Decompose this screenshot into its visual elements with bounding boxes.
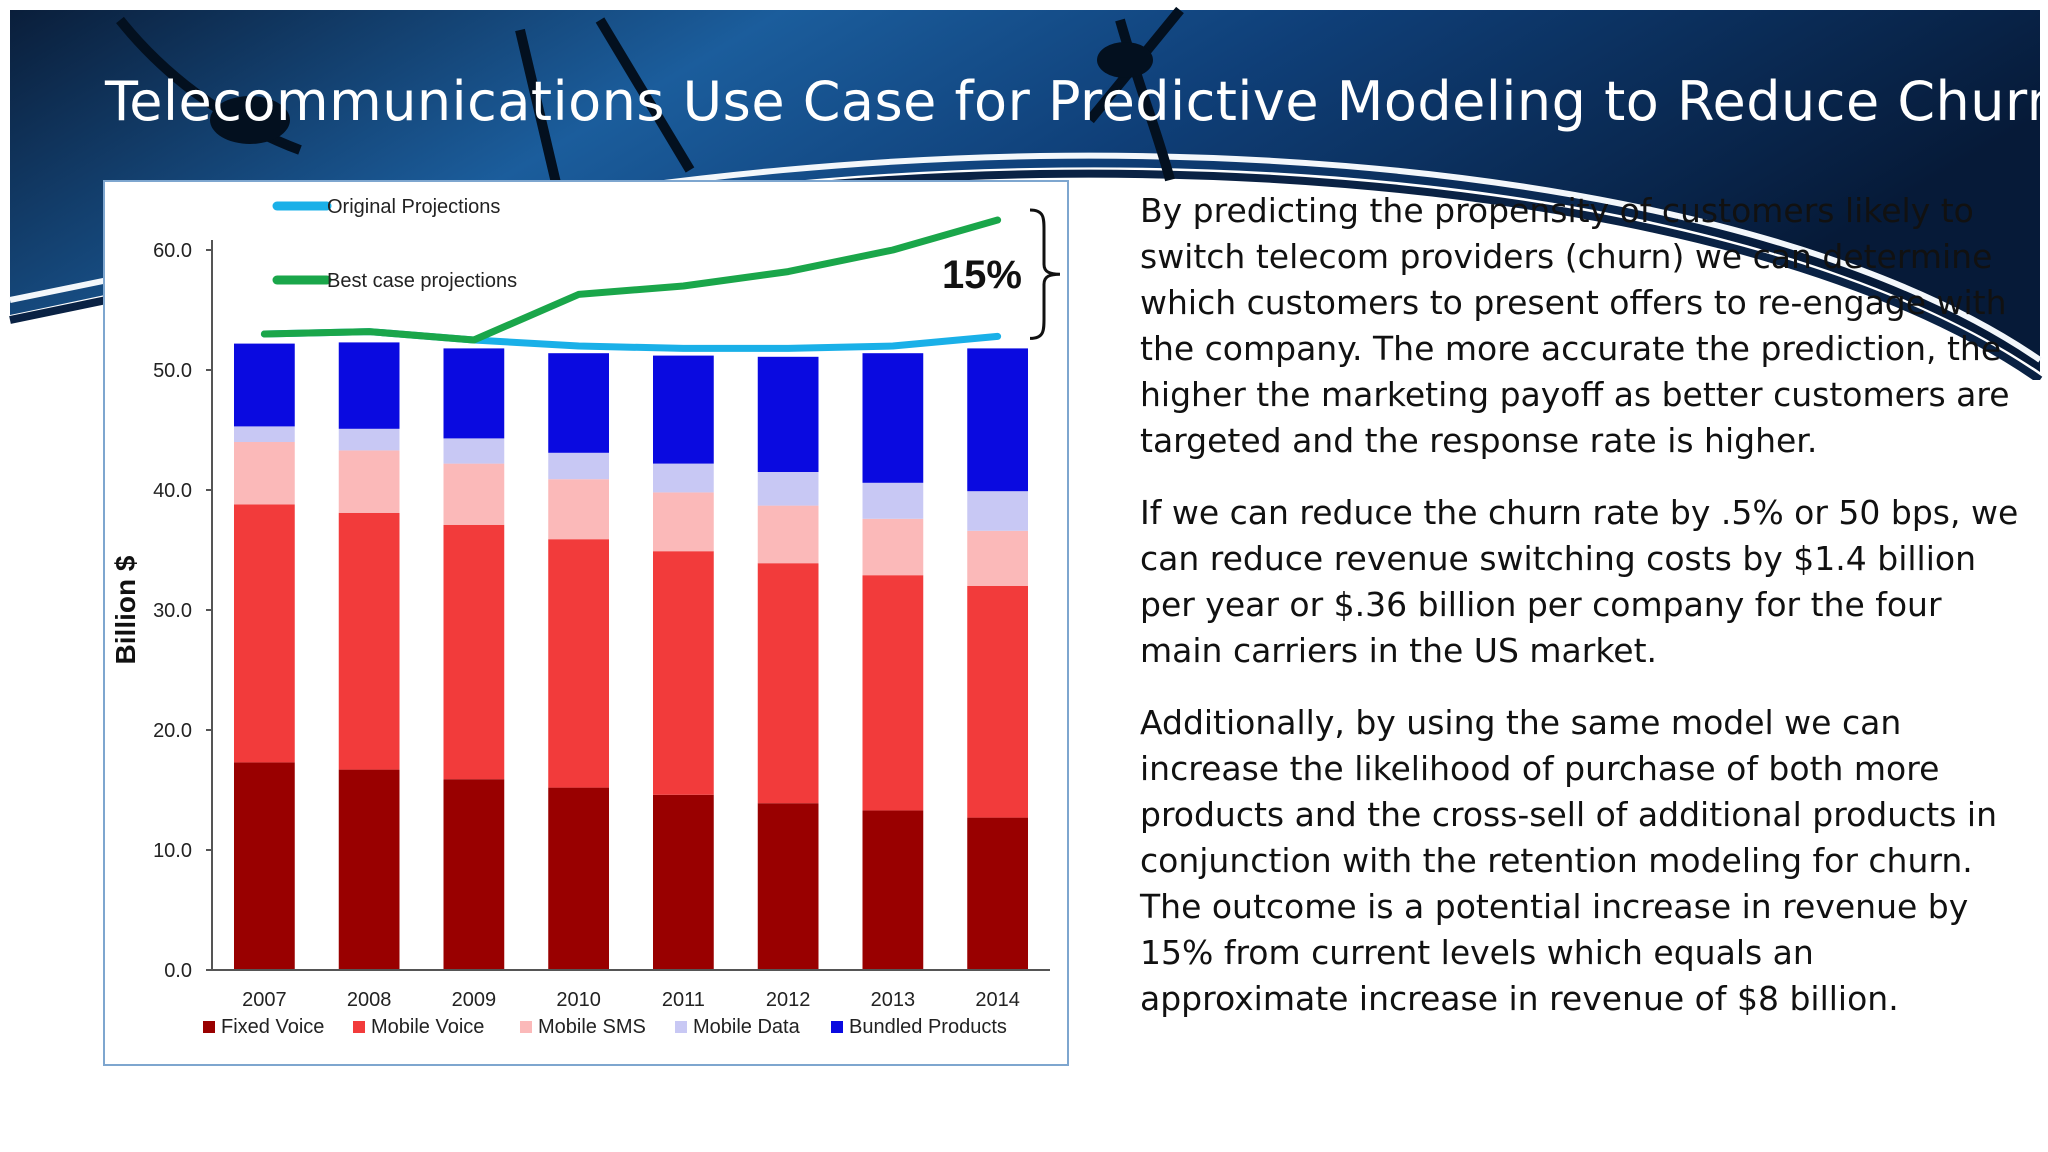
bar-mobile-data-2013 (862, 482, 924, 519)
bar-bundled-products-2011 (652, 355, 714, 464)
legend-swatch (203, 1021, 215, 1033)
bar-mobile-voice-2011 (652, 551, 714, 795)
bar-bundled-products-2014 (967, 348, 1029, 492)
legend-label: Fixed Voice (221, 1016, 324, 1038)
bar-mobile-sms-2009 (443, 463, 505, 525)
x-tick-label: 2009 (452, 989, 497, 1011)
bar-fixed-voice-2008 (338, 769, 400, 970)
x-tick-label: 2011 (662, 989, 705, 1011)
bar-bundled-products-2009 (443, 348, 505, 439)
legend-label: Mobile Voice (371, 1016, 484, 1038)
bar-bundled-products-2007 (233, 343, 295, 427)
revenue-chart: 0.0 10.0 20.0 30.0 40.0 50.0 60.0 Billion $ 2007… (110, 196, 1061, 1038)
bar-fixed-voice-2014 (967, 817, 1029, 970)
brace-bracket (1029, 208, 1061, 340)
legend-label: Mobile SMS (538, 1016, 646, 1038)
bar-bundled-products-2010 (548, 353, 610, 453)
bar-mobile-data-2010 (548, 452, 610, 480)
x-tick-label: 2007 (242, 989, 287, 1011)
chart-panel: 0.0 10.0 20.0 30.0 40.0 50.0 60.0 Billion $ 2007… (103, 180, 1069, 1066)
bar-mobile-sms-2011 (652, 492, 714, 552)
growth-annotation: 15% (942, 253, 1022, 297)
y-axis-title: Billion $ (110, 555, 141, 664)
body-text: By predicting the propensity of customer… (1140, 188, 2020, 1048)
legend-label-line: Best case projections (327, 270, 517, 292)
y-tick-label: 20.0 (153, 720, 192, 742)
bar-mobile-voice-2010 (548, 539, 610, 788)
bar-mobile-data-2007 (233, 426, 295, 442)
y-tick-label: 30.0 (153, 600, 192, 622)
bar-mobile-data-2011 (652, 463, 714, 493)
bar-mobile-data-2008 (338, 428, 400, 451)
bar-mobile-voice-2009 (443, 524, 505, 780)
bar-mobile-sms-2014 (967, 530, 1029, 586)
legend-label: Mobile Data (693, 1016, 801, 1038)
bar-mobile-voice-2008 (338, 512, 400, 770)
bar-mobile-data-2012 (757, 472, 819, 506)
bar-mobile-voice-2012 (757, 563, 819, 804)
bar-mobile-voice-2007 (233, 504, 295, 763)
legend-swatch (353, 1021, 365, 1033)
bar-fixed-voice-2007 (233, 762, 295, 970)
slide-title: Telecommunications Use Case for Predicti… (105, 70, 2048, 133)
legend-swatch (675, 1021, 687, 1033)
bar-bundled-products-2012 (757, 356, 819, 472)
x-tick-label: 2010 (556, 989, 601, 1011)
bar-mobile-data-2009 (443, 438, 505, 464)
bar-fixed-voice-2011 (652, 794, 714, 970)
x-tick-label: 2012 (766, 989, 811, 1011)
bar-mobile-sms-2012 (757, 505, 819, 564)
bar-mobile-sms-2013 (862, 518, 924, 576)
bar-bundled-products-2013 (862, 353, 924, 483)
bar-fixed-voice-2009 (443, 779, 505, 970)
bar-mobile-sms-2007 (233, 442, 295, 505)
bar-mobile-voice-2013 (862, 575, 924, 811)
x-tick-label: 2013 (871, 989, 916, 1011)
paragraph-churn-savings: If we can reduce the churn rate by .5% o… (1140, 493, 2019, 670)
bar-mobile-data-2014 (967, 491, 1029, 531)
line-best-case-projections (260, 216, 1002, 344)
x-tick-label: 2014 (975, 989, 1020, 1011)
paragraph-revenue-increase: Additionally, by using the same model we… (1140, 703, 1997, 1018)
y-tick-label: 0.0 (164, 960, 192, 982)
bar-fixed-voice-2012 (757, 803, 819, 970)
bar-mobile-voice-2014 (967, 586, 1029, 818)
legend-label: Bundled Products (849, 1016, 1007, 1038)
legend-swatch (520, 1021, 532, 1033)
x-tick-label: 2008 (347, 989, 392, 1011)
y-tick-label: 40.0 (153, 480, 192, 502)
legend-label-line: Original Projections (327, 196, 500, 218)
legend-swatch (831, 1021, 843, 1033)
bar-fixed-voice-2010 (548, 787, 610, 970)
y-tick-label: 60.0 (153, 240, 192, 262)
bar-fixed-voice-2013 (862, 810, 924, 970)
bar-bundled-products-2008 (338, 342, 400, 429)
y-tick-label: 10.0 (153, 840, 192, 862)
bar-mobile-sms-2010 (548, 479, 610, 540)
y-tick-label: 50.0 (153, 360, 192, 382)
paragraph-churn-prediction: By predicting the propensity of customer… (1140, 191, 2010, 460)
bar-mobile-sms-2008 (338, 450, 400, 513)
